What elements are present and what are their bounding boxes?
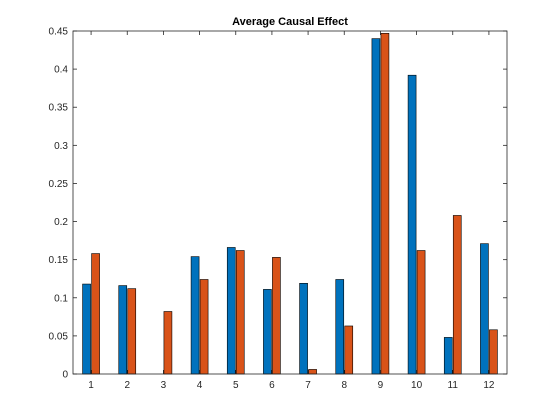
x-tick-label: 9: [378, 380, 384, 391]
bar-series2-3: [163, 311, 173, 375]
y-axis: 0 0.05 0.1 0.15 0.2 0.25 0.3 0.35 0.4 0.45: [49, 27, 507, 381]
bar-series1-6: [263, 289, 272, 375]
y-tick-label: 0.3: [54, 141, 68, 152]
bar-series1-2: [118, 285, 128, 375]
bar-series1-11: [443, 337, 453, 375]
bar-series1-4: [190, 256, 200, 375]
bar-series2-8: [344, 325, 354, 375]
x-tick-label: 7: [305, 380, 311, 391]
y-tick-label: 0.4: [54, 65, 68, 76]
y-tick-label: 0.1: [54, 293, 68, 304]
bar-series2-7: [308, 369, 317, 375]
x-tick-label: 3: [161, 380, 167, 391]
bar-series2-11: [452, 215, 462, 375]
x-tick-label: 12: [483, 380, 495, 391]
bar-series2-4: [199, 279, 209, 375]
x-tick-label: 5: [233, 380, 239, 391]
bar-series2-1: [91, 253, 100, 375]
x-tick-label: 6: [269, 380, 275, 391]
y-tick-label: 0.45: [49, 27, 69, 38]
y-tick-label: 0: [62, 370, 68, 381]
x-tick-label: 10: [411, 380, 423, 391]
bar-series2-9: [380, 32, 390, 375]
bar-series1-7: [299, 282, 308, 375]
y-tick-label: 0.2: [54, 217, 68, 228]
plot-frame: [72, 30, 508, 375]
x-tick-label: 4: [197, 380, 203, 391]
bar-series1-12: [480, 243, 489, 375]
bar-series2-2: [127, 288, 137, 375]
chart-title: Average Causal Effect: [232, 16, 348, 28]
y-tick-label: 0.05: [49, 331, 69, 342]
x-tick-label: 2: [124, 380, 130, 391]
y-tick-label: 0.25: [49, 179, 69, 190]
bar-series1-1: [82, 283, 91, 375]
x-tick-label: 8: [341, 380, 347, 391]
bar-series1-10: [407, 74, 417, 375]
y-tick-label: 0.35: [49, 103, 69, 114]
bar-series1-8: [335, 279, 345, 375]
bar-series1-5: [226, 247, 236, 375]
y-tick-label: 0.15: [49, 255, 69, 266]
bar-series2-10: [416, 250, 426, 375]
bar-series2-6: [272, 257, 281, 375]
bar-series2-5: [235, 250, 245, 375]
x-tick-label: 1: [88, 380, 94, 391]
bar-series1-9: [371, 38, 381, 375]
bar-series2-12: [489, 329, 498, 375]
x-axis: 1 2 3 4 5 6 7 8 9 10 11 12: [88, 31, 495, 391]
x-tick-label: 11: [448, 380, 459, 391]
